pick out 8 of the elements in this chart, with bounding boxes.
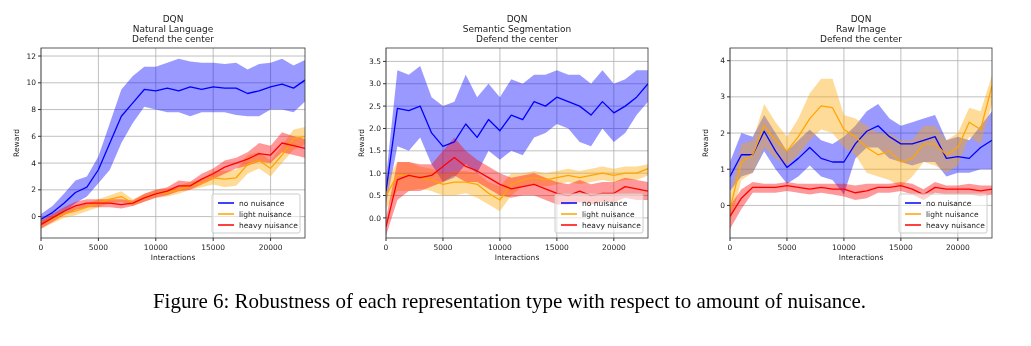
line-series [41, 79, 305, 220]
caption: Figure 6: Robustness of each representation type with respect to amount of nuisance. [152, 289, 867, 313]
line-series [730, 125, 992, 178]
chart-title: DQN Raw Image Defend the center [819, 14, 903, 44]
line-series [730, 184, 992, 217]
chart-title: DQN Natural Language Defend the center [131, 14, 215, 44]
line-series [386, 168, 648, 201]
chart-title: DQN Semantic Segmentation Defend the center [462, 14, 572, 44]
